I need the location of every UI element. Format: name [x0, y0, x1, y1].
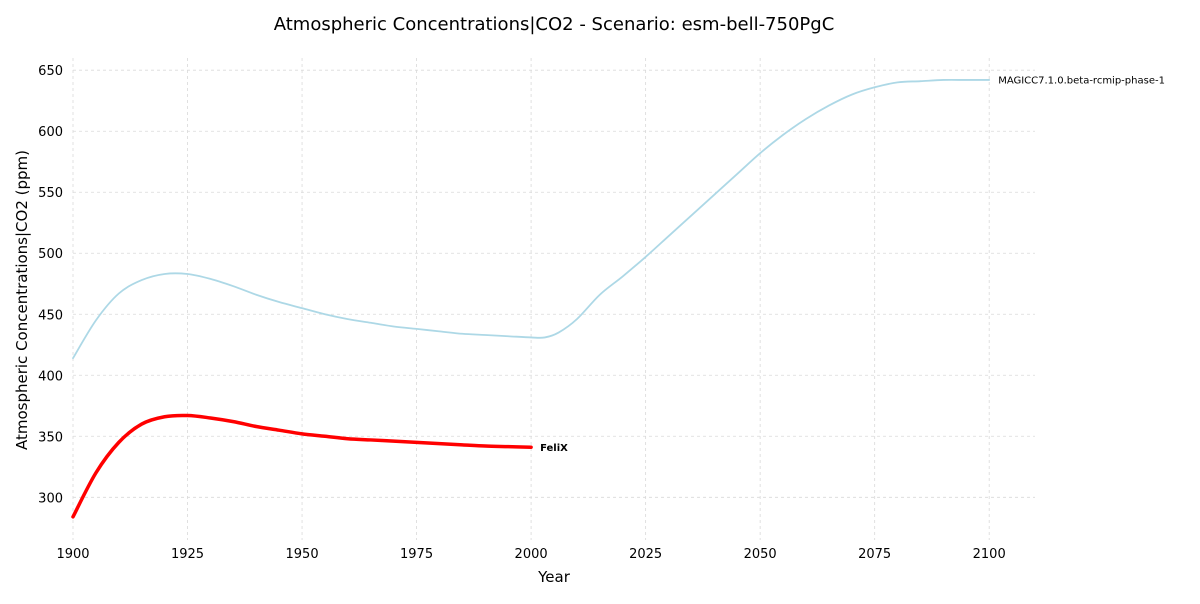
x-tick-label-2100: 2100 [973, 547, 1006, 562]
label-layer: MAGICC7.1.0.beta-rcmip-phase-1 FeliX [540, 75, 1165, 453]
x-tick-label-2000: 2000 [515, 547, 548, 562]
chart-title: Atmospheric Concentrations|CO2 - Scenari… [274, 14, 835, 35]
series-label-felix: FeliX [540, 443, 568, 454]
x-tick-label-1950: 1950 [286, 547, 319, 562]
x-axis-label: Year [537, 568, 571, 586]
y-tick-label-650: 650 [38, 64, 63, 79]
x-tick-label-1925: 1925 [171, 547, 204, 562]
tick-layer: 1900 1925 1950 1975 2000 2025 2050 2075 2100 300 3… [38, 64, 1006, 562]
y-tick-label-300: 300 [38, 491, 63, 506]
series-label-magicc7-1-0-beta-rcmip-phase-1: MAGICC7.1.0.beta-rcmip-phase-1 [998, 75, 1165, 86]
series-line-felix [71, 413, 533, 519]
y-tick-label-600: 600 [38, 125, 63, 140]
y-tick-label-550: 550 [38, 186, 63, 201]
y-tick-label-450: 450 [38, 308, 63, 323]
series-line-magicc7-1-0-beta-rcmip-phase-1 [72, 78, 991, 360]
grid-layer [72, 58, 1035, 540]
y-axis-label: Atmospheric Concentrations|CO2 (ppm) [13, 150, 31, 450]
y-tick-label-400: 400 [38, 369, 63, 384]
x-tick-label-1900: 1900 [56, 547, 89, 562]
x-tick-label-2025: 2025 [629, 547, 662, 562]
x-tick-label-2075: 2075 [858, 547, 891, 562]
y-tick-label-350: 350 [38, 430, 63, 445]
y-tick-label-500: 500 [38, 247, 63, 262]
x-tick-label-1975: 1975 [400, 547, 433, 562]
series-layer [71, 78, 991, 519]
x-tick-label-2050: 2050 [744, 547, 777, 562]
